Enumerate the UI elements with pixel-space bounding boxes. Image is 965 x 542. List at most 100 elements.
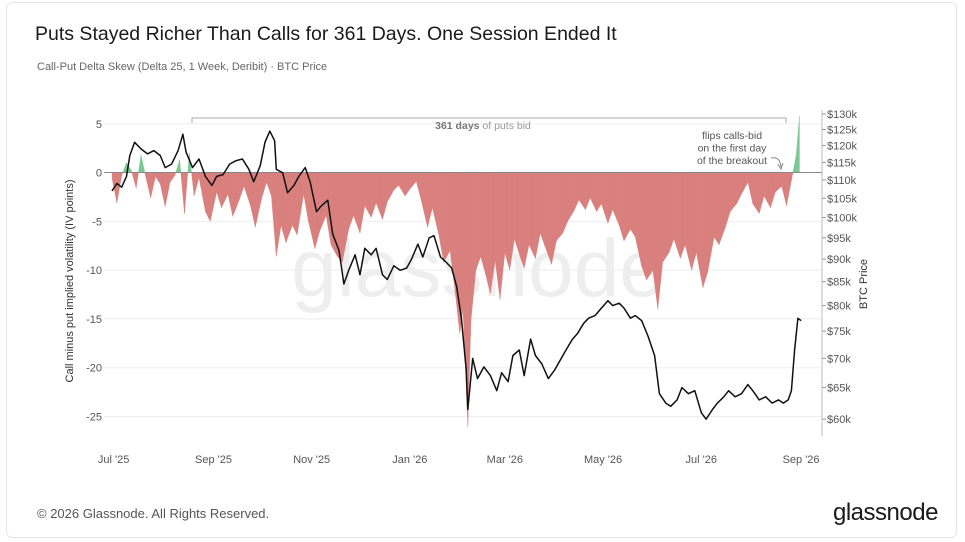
btc-price-line [111,130,802,420]
x-tick-label: Mar '26 [487,454,523,466]
days-count: 361 days [435,120,480,132]
skew-area-segment [364,172,372,218]
left-tick-label: -15 [86,314,102,326]
x-tick-label: Jul '25 [98,454,129,466]
skew-area-segment [691,172,697,271]
skew-area-segment [567,172,575,223]
days-annotation: 361 days of puts bid [435,120,531,132]
flip-annotation-line: of the breakout [697,155,767,167]
skew-area-segment [427,172,433,228]
skew-area-segment [387,172,394,202]
skew-area-segment [266,172,272,197]
skew-area-segment [180,172,185,214]
skew-area-segment [443,172,451,263]
right-tick-label: $105k [827,193,857,205]
skew-area-segment [713,172,720,246]
skew-area-segment [150,172,156,198]
skew-area-segment [589,172,597,212]
x-tick-label: Sep '26 [783,454,820,466]
skew-area-segment [673,172,681,259]
skew-area-segment [596,172,602,213]
skew-area-segment [475,172,481,271]
skew-area-segment [191,172,195,196]
skew-area-segment [741,172,749,195]
skew-area-segment [540,172,546,247]
skew-area-segment [116,172,122,203]
skew-area-segment [221,172,229,208]
skew-area-segment [668,172,675,253]
skew-area-segment [420,172,428,228]
skew-area-segment [179,159,182,173]
right-tick-label: $60k [827,414,851,426]
right-tick-label: $70k [827,353,851,365]
skew-area-segment [791,172,794,181]
axes: 5 0 -5 -10 -15 -20 -25 $130k $125k $120k $115k $110… [64,109,870,466]
skew-area-segment [702,172,708,288]
skew-area-segment [612,172,620,226]
skew-area-segment [255,172,262,228]
chart-subtitle: Call-Put Delta Skew (Delta 25, 1 Week, D… [37,61,328,73]
skew-area-segment [131,172,137,189]
skew-area-segment [684,172,692,271]
x-tick-label: May '26 [584,454,622,466]
brand-logo: glassnode [833,499,938,526]
right-tick-label: $115k [827,157,857,169]
left-tick-label: -20 [86,363,102,375]
left-tick-label: -25 [86,411,102,423]
skew-area-segment [752,172,760,215]
flip-annotation-line: flips calls-bid [702,130,762,142]
flip-annotation-arrow [770,157,782,168]
right-tick-label: $90k [827,254,851,266]
skew-area-segment [140,154,146,173]
skew-area-segment [243,172,251,206]
skew-area-segment [138,154,142,173]
days-bracket [191,117,787,123]
skew-area-segment [160,172,166,207]
right-tick-label: $95k [827,233,851,245]
skew-area-segment [227,172,233,217]
skew-area-segment [707,172,715,273]
skew-area-segment [480,172,486,275]
right-tick-label: $75k [827,326,851,338]
right-tick-label: $85k [827,277,851,289]
skew-area-segment [763,172,771,208]
skew-area-segment [485,172,491,294]
skew-area-segment [169,172,176,183]
skew-area-segment [573,172,580,211]
skew-area-segment [504,172,510,271]
skew-area [111,115,800,427]
right-tick-label: $110k [827,175,857,187]
right-tick-label: $130k [827,109,857,121]
skew-area-segment [519,172,525,269]
skew-area-segment [718,172,726,245]
skew-area-segment [193,172,200,197]
skew-area-segment [747,172,753,204]
skew-area-segment [556,172,564,242]
skew-area-segment [759,172,765,214]
skew-area-segment [680,172,686,259]
right-tick-label: $100k [827,213,857,225]
price-line [111,130,802,420]
right-tick-label: $125k [827,124,857,136]
skew-area-segment [623,172,631,241]
skew-area-segment [276,172,282,257]
copyright-notice: © 2026 Glassnode. All Rights Reserved. [37,506,270,521]
skew-area-segment [271,172,277,257]
skew-area-segment [393,172,399,191]
skew-area-segment [409,172,417,190]
skew-area-segment [348,172,354,230]
x-tick-label: Nov '25 [293,454,330,466]
right-tick-label: $65k [827,383,851,395]
skew-area-segment [662,172,670,263]
skew-area-segment [781,172,787,206]
skew-area-segment [641,172,647,280]
skew-area-segment [404,172,411,197]
skew-area-segment [736,172,742,204]
chart-title: Puts Stayed Richer Than Calls for 361 Da… [35,23,617,45]
skew-area-segment [730,172,737,213]
skew-area-segment [239,172,245,200]
skew-area-segment [601,172,609,224]
right-axis-label: BTC Price [858,259,870,309]
